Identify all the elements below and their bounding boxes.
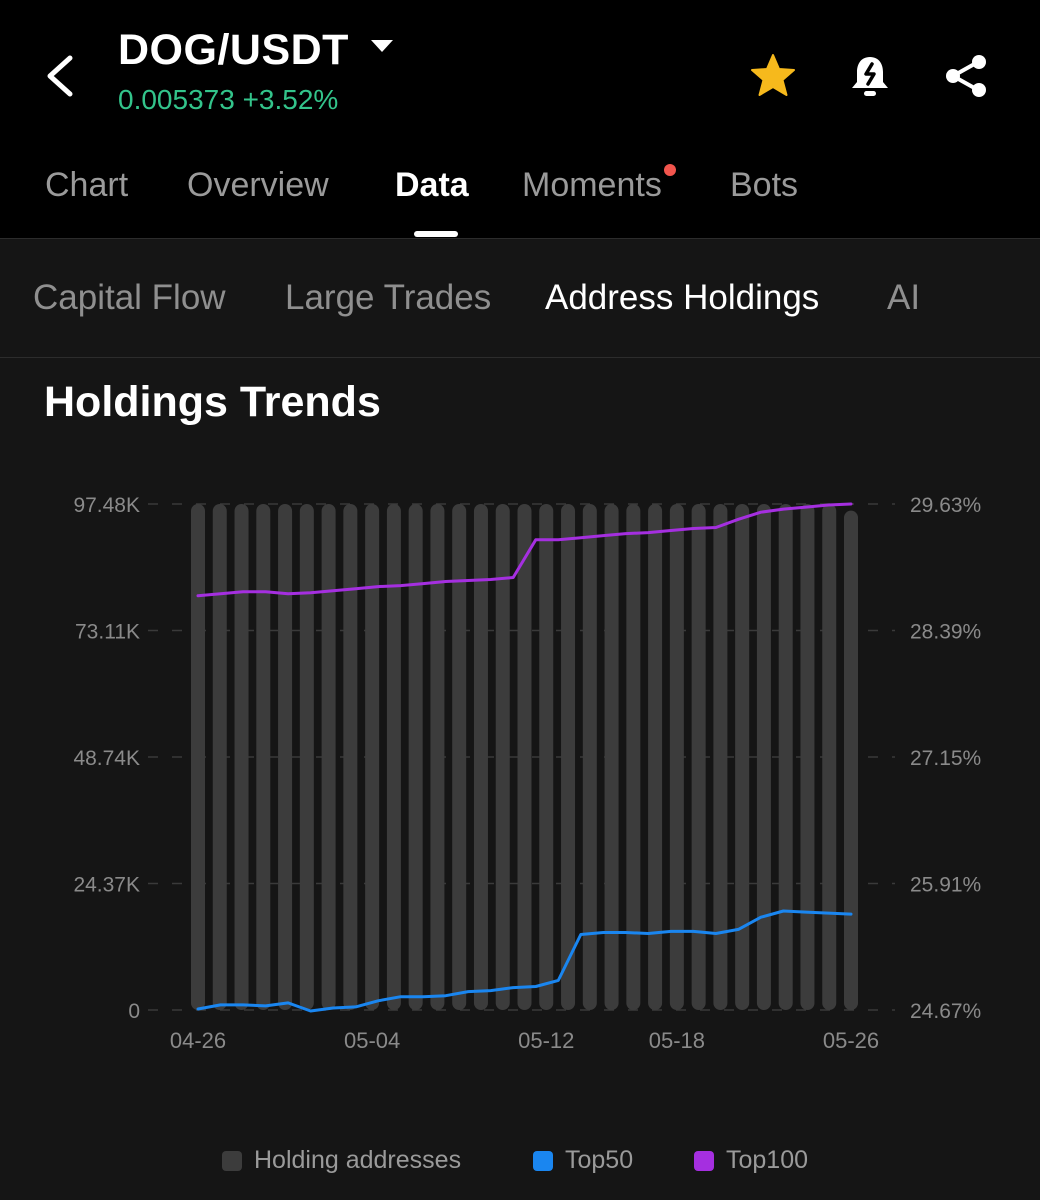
back-icon	[47, 55, 73, 97]
holding-addresses-bar	[822, 504, 837, 1010]
left-tick-label: 97.48K	[73, 494, 140, 517]
price-change: +3.52%	[242, 84, 339, 115]
tab-overview[interactable]: Overview	[187, 166, 329, 204]
holding-addresses-bar	[278, 504, 293, 1010]
legend-swatch	[533, 1150, 553, 1171]
holding-addresses-bar	[473, 504, 488, 1010]
pair-selector[interactable]: DOG/USDT	[118, 26, 393, 75]
dropdown-icon	[370, 39, 393, 52]
pair-name: DOG/USDT	[118, 26, 349, 74]
legend-label: Top50	[565, 1146, 634, 1174]
left-tick-label: 48.74K	[73, 747, 140, 770]
back-button[interactable]	[36, 50, 84, 102]
holding-addresses-bar	[844, 510, 858, 1010]
share-icon	[946, 55, 986, 97]
active-tab-indicator	[414, 231, 458, 237]
holding-addresses-bars	[191, 504, 858, 1010]
holdings-trends-chart: 0 24.37K 48.74K 73.11K 97.48K 24.67% 25.91% 27…	[73, 494, 981, 1053]
right-tick-label: 28.39%	[910, 621, 981, 644]
grid-lines	[148, 503, 895, 1011]
top-header: DOG/USDT 0.005373 +3.52% Chart Overview …	[0, 0, 1040, 238]
right-tick-label: 25.91%	[910, 874, 981, 897]
holding-addresses-bar	[386, 504, 401, 1010]
subtab-capital-flow[interactable]: Capital Flow	[33, 278, 226, 317]
tab-bots[interactable]: Bots	[730, 166, 799, 204]
subtab-divider	[0, 357, 1040, 358]
holding-addresses-bar	[452, 504, 467, 1010]
holding-addresses-bar	[800, 504, 815, 1010]
price-alert-button[interactable]	[846, 52, 894, 100]
left-tick-label: 24.37K	[73, 874, 140, 897]
header-divider	[0, 238, 1040, 239]
legend-swatch	[222, 1150, 242, 1171]
holding-addresses-bar	[648, 504, 663, 1010]
x-tick-label: 05-18	[649, 1028, 705, 1053]
section-title: Holdings Trends	[44, 378, 381, 426]
alert-bell-icon	[852, 57, 888, 96]
holding-addresses-bar	[430, 504, 445, 1010]
holding-addresses-bar	[669, 504, 684, 1010]
subtab-large-trades[interactable]: Large Trades	[285, 278, 492, 317]
x-tick-label: 05-12	[518, 1028, 574, 1053]
holding-addresses-bar	[561, 504, 576, 1010]
left-tick-label: 73.11K	[75, 621, 140, 644]
holding-addresses-bar	[626, 504, 641, 1010]
top50-line	[196, 909, 853, 1013]
price-line: 0.005373 +3.52%	[118, 84, 338, 116]
share-button[interactable]	[942, 52, 990, 100]
holding-addresses-bar	[321, 504, 336, 1010]
right-axis: 24.67% 25.91% 27.15% 28.39% 29.63%	[910, 494, 981, 1023]
right-tick-label: 24.67%	[910, 1000, 981, 1023]
tab-data[interactable]: Data	[395, 166, 469, 204]
legend-swatch	[694, 1150, 714, 1171]
favorite-button[interactable]	[749, 52, 797, 100]
right-tick-label: 27.15%	[910, 747, 981, 770]
x-tick-label: 05-26	[823, 1028, 879, 1053]
tab-chart[interactable]: Chart	[45, 166, 129, 204]
holding-addresses-bar	[191, 504, 205, 1010]
series-lines	[196, 502, 853, 1013]
subtab-ai[interactable]: AI	[887, 278, 921, 317]
holding-addresses-bar	[234, 504, 249, 1010]
holding-addresses-bar	[604, 504, 619, 1010]
holding-addresses-bar	[756, 504, 771, 1010]
legend-label: Top100	[726, 1146, 809, 1174]
holding-addresses-bar	[582, 504, 597, 1010]
holding-addresses-bar	[212, 504, 227, 1010]
x-axis: 04-26 05-04 05-12 05-18 05-26	[170, 1028, 879, 1053]
holding-addresses-bar	[778, 504, 793, 1010]
last-price: 0.005373	[118, 84, 235, 115]
left-tick-label: 0	[128, 1000, 140, 1023]
tab-moments-label: Moments	[522, 166, 662, 204]
top100-line	[196, 502, 853, 598]
legend-holding-addresses[interactable]: Holding addresses	[222, 1146, 461, 1175]
left-axis: 0 24.37K 48.74K 73.11K 97.48K	[73, 494, 140, 1023]
holding-addresses-bar	[343, 504, 358, 1010]
tab-moments[interactable]: Moments	[522, 164, 676, 205]
holding-addresses-bar	[495, 504, 510, 1010]
right-tick-label: 29.63%	[910, 494, 981, 517]
holding-addresses-bar	[517, 504, 532, 1010]
holding-addresses-bar	[408, 504, 423, 1010]
holding-addresses-bar	[365, 504, 380, 1010]
holding-addresses-bar	[735, 504, 750, 1010]
x-tick-label: 04-26	[170, 1028, 226, 1053]
legend-top100[interactable]: Top100	[694, 1146, 808, 1175]
holding-addresses-bar	[299, 504, 314, 1010]
holding-addresses-bar	[713, 504, 728, 1010]
star-icon	[751, 54, 795, 96]
notification-dot	[663, 164, 676, 176]
holding-addresses-bar	[256, 504, 271, 1010]
subtab-address-holdings[interactable]: Address Holdings	[545, 278, 820, 317]
legend-label: Holding addresses	[254, 1146, 462, 1174]
main-tabs: Chart Overview Data Moments Bots	[0, 160, 1040, 238]
legend-top50[interactable]: Top50	[533, 1146, 633, 1175]
holding-addresses-bar	[691, 504, 706, 1010]
x-tick-label: 05-04	[344, 1028, 400, 1053]
holding-addresses-bar	[539, 504, 554, 1010]
